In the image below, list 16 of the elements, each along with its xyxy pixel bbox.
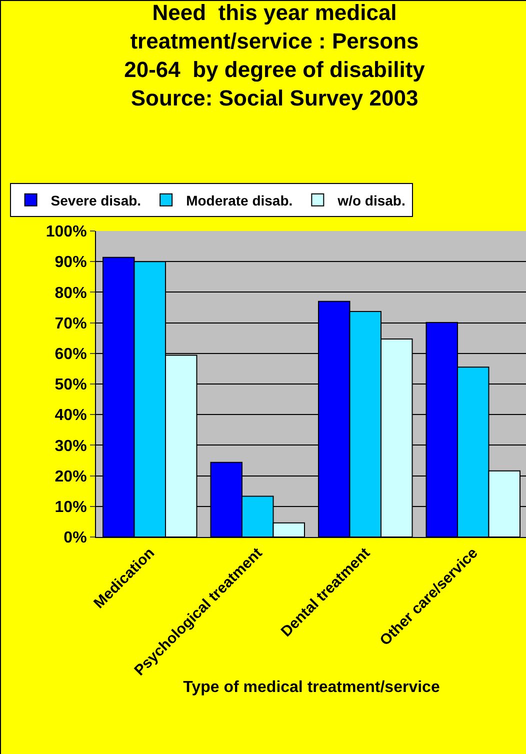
legend-label: Severe disab. — [50, 192, 142, 208]
y-tick-label: 60% — [54, 346, 87, 363]
y-tick-label: 50% — [54, 376, 87, 394]
x-axis-title: Type of medical treatment/service — [183, 679, 440, 696]
y-tick-label: 80% — [54, 284, 87, 302]
legend-label: Moderate disab. — [186, 192, 293, 208]
y-tick-label: 40% — [54, 407, 87, 424]
y-tick-label: 30% — [54, 438, 87, 455]
y-tick-label: 20% — [54, 468, 87, 486]
y-tick-label: 70% — [54, 315, 87, 332]
y-tick-label: 90% — [54, 254, 87, 272]
y-tick-label: 100% — [46, 224, 87, 241]
y-tick-label: 0% — [64, 530, 87, 547]
y-tick-label: 10% — [54, 499, 87, 516]
chart-title: Need this year medical treatment/service : Persons 20-64 by degree of disability Source: Social Survey 2003 — [124, 0, 426, 111]
legend-label: w/o disab. — [336, 192, 406, 208]
